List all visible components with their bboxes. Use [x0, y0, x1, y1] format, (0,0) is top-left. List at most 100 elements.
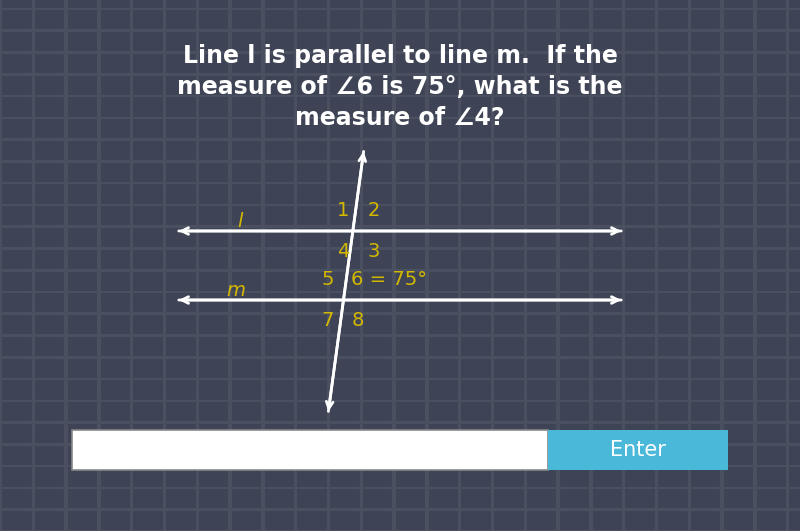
FancyBboxPatch shape	[330, 97, 360, 117]
Text: Enter: Enter	[610, 440, 666, 460]
FancyBboxPatch shape	[99, 118, 130, 139]
FancyBboxPatch shape	[166, 118, 196, 139]
FancyBboxPatch shape	[558, 467, 589, 486]
FancyBboxPatch shape	[591, 97, 622, 117]
FancyBboxPatch shape	[2, 358, 32, 378]
FancyBboxPatch shape	[723, 31, 754, 52]
FancyBboxPatch shape	[296, 0, 326, 8]
FancyBboxPatch shape	[34, 423, 64, 443]
FancyBboxPatch shape	[198, 249, 229, 269]
FancyBboxPatch shape	[690, 292, 720, 312]
FancyBboxPatch shape	[789, 445, 800, 465]
FancyBboxPatch shape	[789, 401, 800, 422]
FancyBboxPatch shape	[755, 467, 786, 486]
FancyBboxPatch shape	[427, 358, 458, 378]
FancyBboxPatch shape	[34, 53, 64, 73]
FancyBboxPatch shape	[493, 97, 524, 117]
FancyBboxPatch shape	[296, 489, 326, 509]
FancyBboxPatch shape	[558, 97, 589, 117]
FancyBboxPatch shape	[166, 10, 196, 30]
FancyBboxPatch shape	[166, 423, 196, 443]
FancyBboxPatch shape	[624, 292, 654, 312]
FancyBboxPatch shape	[558, 140, 589, 160]
FancyBboxPatch shape	[362, 205, 392, 225]
FancyBboxPatch shape	[34, 74, 64, 95]
FancyBboxPatch shape	[166, 161, 196, 182]
Text: l: l	[238, 212, 242, 231]
FancyBboxPatch shape	[591, 74, 622, 95]
FancyBboxPatch shape	[362, 292, 392, 312]
FancyBboxPatch shape	[99, 314, 130, 335]
FancyBboxPatch shape	[133, 205, 163, 225]
FancyBboxPatch shape	[264, 31, 294, 52]
FancyBboxPatch shape	[526, 379, 557, 400]
FancyBboxPatch shape	[723, 314, 754, 335]
FancyBboxPatch shape	[72, 430, 548, 470]
FancyBboxPatch shape	[330, 401, 360, 422]
FancyBboxPatch shape	[526, 205, 557, 225]
FancyBboxPatch shape	[658, 184, 688, 204]
FancyBboxPatch shape	[166, 445, 196, 465]
Text: 5: 5	[321, 270, 334, 289]
FancyBboxPatch shape	[427, 249, 458, 269]
FancyBboxPatch shape	[231, 0, 261, 8]
FancyBboxPatch shape	[395, 140, 426, 160]
FancyBboxPatch shape	[330, 510, 360, 530]
FancyBboxPatch shape	[362, 31, 392, 52]
FancyBboxPatch shape	[658, 118, 688, 139]
FancyBboxPatch shape	[34, 358, 64, 378]
FancyBboxPatch shape	[591, 489, 622, 509]
FancyBboxPatch shape	[231, 184, 261, 204]
FancyBboxPatch shape	[133, 97, 163, 117]
FancyBboxPatch shape	[198, 53, 229, 73]
FancyBboxPatch shape	[624, 10, 654, 30]
FancyBboxPatch shape	[558, 53, 589, 73]
FancyBboxPatch shape	[330, 423, 360, 443]
FancyBboxPatch shape	[658, 53, 688, 73]
FancyBboxPatch shape	[133, 445, 163, 465]
FancyBboxPatch shape	[493, 74, 524, 95]
FancyBboxPatch shape	[34, 379, 64, 400]
Text: 7: 7	[322, 311, 334, 330]
FancyBboxPatch shape	[34, 292, 64, 312]
FancyBboxPatch shape	[658, 423, 688, 443]
FancyBboxPatch shape	[198, 205, 229, 225]
FancyBboxPatch shape	[690, 249, 720, 269]
FancyBboxPatch shape	[624, 445, 654, 465]
FancyBboxPatch shape	[526, 271, 557, 291]
FancyBboxPatch shape	[264, 271, 294, 291]
FancyBboxPatch shape	[624, 227, 654, 247]
FancyBboxPatch shape	[362, 336, 392, 356]
FancyBboxPatch shape	[330, 205, 360, 225]
FancyBboxPatch shape	[198, 227, 229, 247]
FancyBboxPatch shape	[690, 205, 720, 225]
FancyBboxPatch shape	[264, 205, 294, 225]
FancyBboxPatch shape	[427, 401, 458, 422]
FancyBboxPatch shape	[789, 97, 800, 117]
FancyBboxPatch shape	[624, 140, 654, 160]
FancyBboxPatch shape	[296, 53, 326, 73]
FancyBboxPatch shape	[362, 467, 392, 486]
FancyBboxPatch shape	[461, 336, 491, 356]
FancyBboxPatch shape	[330, 74, 360, 95]
FancyBboxPatch shape	[493, 161, 524, 182]
FancyBboxPatch shape	[558, 118, 589, 139]
FancyBboxPatch shape	[427, 510, 458, 530]
FancyBboxPatch shape	[166, 510, 196, 530]
Text: measure of ∠4?: measure of ∠4?	[295, 106, 505, 131]
FancyBboxPatch shape	[395, 227, 426, 247]
FancyBboxPatch shape	[690, 467, 720, 486]
FancyBboxPatch shape	[264, 292, 294, 312]
FancyBboxPatch shape	[231, 74, 261, 95]
FancyBboxPatch shape	[493, 227, 524, 247]
FancyBboxPatch shape	[2, 379, 32, 400]
FancyBboxPatch shape	[133, 31, 163, 52]
FancyBboxPatch shape	[395, 292, 426, 312]
FancyBboxPatch shape	[395, 358, 426, 378]
FancyBboxPatch shape	[99, 336, 130, 356]
FancyBboxPatch shape	[591, 336, 622, 356]
FancyBboxPatch shape	[789, 205, 800, 225]
FancyBboxPatch shape	[296, 227, 326, 247]
FancyBboxPatch shape	[461, 510, 491, 530]
FancyBboxPatch shape	[362, 140, 392, 160]
